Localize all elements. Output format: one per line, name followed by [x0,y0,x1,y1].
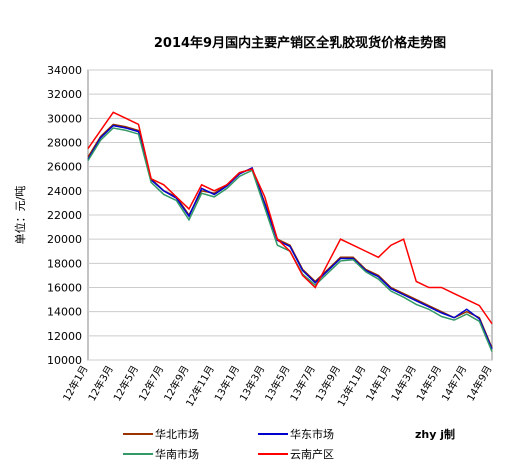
series-line [87,127,493,352]
y-axis-label: 单位：元/吨 [13,186,27,245]
y-tick-label: 14000 [47,306,82,319]
note: zhy j制 [415,427,455,441]
y-tick-label: 10000 [47,354,82,367]
y-tick-label: 16000 [47,282,82,295]
y-tick-label: 34000 [47,64,82,77]
chart-title: 2014年9月国内主要产销区全乳胶现货价格走势图 [154,35,446,51]
y-tick-label: 22000 [47,209,82,222]
y-tick-label: 26000 [47,161,82,174]
y-tick-label: 32000 [47,88,82,101]
legend-label: 华南市场 [155,447,199,461]
series-line [87,123,493,349]
y-tick-label: 18000 [47,257,82,270]
y-tick-label: 12000 [47,330,82,343]
legend-label: 华东市场 [290,427,334,441]
y-tick-label: 24000 [47,185,82,198]
series-line [87,111,493,325]
y-tick-label: 28000 [47,137,82,150]
legend-label: 云南产区 [290,447,334,461]
y-tick-label: 20000 [47,233,82,246]
series-line [87,124,493,350]
legend-label: 华北市场 [155,427,199,441]
y-tick-label: 30000 [47,112,82,125]
